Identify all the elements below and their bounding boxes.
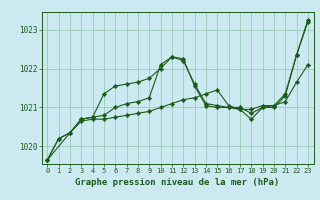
X-axis label: Graphe pression niveau de la mer (hPa): Graphe pression niveau de la mer (hPa) [76, 178, 280, 187]
